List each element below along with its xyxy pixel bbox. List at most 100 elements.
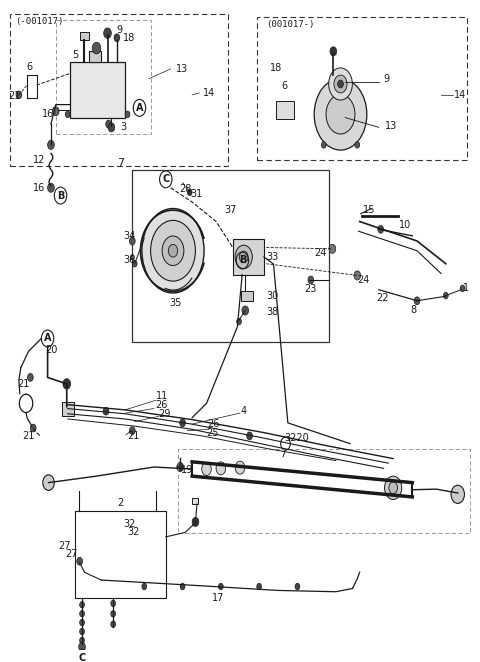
Text: (001017-): (001017-) — [266, 20, 315, 29]
Circle shape — [162, 236, 184, 265]
Text: 9: 9 — [117, 25, 122, 35]
Bar — [10, 14, 228, 166]
Text: 29: 29 — [158, 408, 170, 419]
Circle shape — [235, 461, 245, 474]
Bar — [70, 62, 125, 118]
Text: 7: 7 — [117, 158, 124, 168]
Circle shape — [414, 297, 420, 305]
Circle shape — [237, 318, 241, 325]
Text: 16: 16 — [33, 183, 45, 193]
Circle shape — [330, 47, 336, 56]
Circle shape — [257, 583, 262, 590]
Text: C: C — [162, 174, 169, 184]
Circle shape — [108, 122, 115, 132]
Text: 13: 13 — [384, 121, 397, 131]
Circle shape — [132, 260, 137, 267]
Text: 23: 23 — [305, 284, 317, 294]
Text: 20: 20 — [45, 345, 57, 355]
Text: 6: 6 — [281, 81, 287, 91]
Text: B: B — [57, 191, 64, 201]
Circle shape — [111, 610, 116, 617]
Text: 36: 36 — [124, 256, 136, 265]
Circle shape — [30, 424, 36, 432]
Circle shape — [355, 142, 360, 148]
Circle shape — [106, 120, 111, 128]
Bar — [62, 402, 74, 416]
Text: 10: 10 — [399, 220, 411, 230]
Circle shape — [192, 518, 199, 526]
Bar — [132, 169, 328, 342]
Circle shape — [52, 107, 59, 116]
Text: 14: 14 — [203, 88, 215, 98]
Circle shape — [142, 583, 147, 590]
Circle shape — [130, 427, 135, 434]
Circle shape — [329, 244, 336, 254]
Circle shape — [334, 75, 347, 93]
Text: B: B — [239, 256, 246, 265]
Circle shape — [314, 79, 367, 150]
Circle shape — [65, 111, 70, 118]
Text: 11: 11 — [156, 391, 168, 401]
Circle shape — [48, 140, 54, 150]
Text: 31: 31 — [191, 189, 203, 199]
Bar — [233, 239, 264, 275]
Text: 21: 21 — [22, 431, 35, 441]
Text: 6: 6 — [26, 62, 33, 72]
Circle shape — [80, 602, 84, 608]
Circle shape — [180, 583, 185, 590]
Text: 38: 38 — [266, 307, 279, 318]
Text: 3220: 3220 — [284, 434, 309, 444]
Circle shape — [378, 226, 384, 233]
Circle shape — [80, 638, 84, 643]
Circle shape — [130, 237, 135, 245]
Text: 9: 9 — [383, 74, 389, 84]
Circle shape — [80, 620, 84, 626]
Circle shape — [389, 482, 397, 494]
Text: 37: 37 — [224, 205, 237, 216]
Circle shape — [43, 475, 54, 491]
Circle shape — [451, 485, 465, 503]
Circle shape — [48, 183, 54, 192]
Circle shape — [329, 68, 352, 100]
Text: 3: 3 — [120, 122, 126, 132]
Circle shape — [114, 34, 120, 42]
Circle shape — [79, 642, 85, 651]
Circle shape — [104, 28, 111, 38]
Text: 19: 19 — [181, 465, 193, 475]
Text: 14: 14 — [454, 90, 466, 100]
Text: 8: 8 — [410, 305, 416, 315]
Text: 15: 15 — [363, 205, 375, 215]
Text: 27: 27 — [58, 541, 71, 551]
Circle shape — [242, 306, 249, 315]
Circle shape — [308, 276, 314, 284]
Circle shape — [151, 220, 195, 281]
Circle shape — [111, 621, 116, 628]
Text: 17: 17 — [212, 593, 225, 603]
Circle shape — [177, 463, 183, 471]
Circle shape — [111, 600, 116, 606]
Text: 21: 21 — [128, 431, 140, 441]
Text: (-001017): (-001017) — [15, 17, 63, 26]
Text: 26: 26 — [155, 400, 167, 410]
Text: 16: 16 — [42, 109, 55, 119]
Circle shape — [63, 379, 71, 389]
Circle shape — [125, 111, 130, 118]
Circle shape — [168, 244, 178, 257]
Circle shape — [77, 557, 83, 565]
Text: 2: 2 — [117, 498, 123, 508]
Text: 21: 21 — [17, 379, 30, 389]
Text: 24: 24 — [314, 248, 326, 258]
Bar — [75, 510, 166, 598]
Bar — [178, 449, 470, 534]
Circle shape — [131, 255, 134, 260]
Circle shape — [295, 583, 300, 590]
Text: 12: 12 — [33, 155, 45, 165]
Bar — [56, 20, 152, 134]
Text: 30: 30 — [266, 291, 279, 301]
Text: 28: 28 — [179, 184, 191, 194]
Circle shape — [80, 610, 84, 617]
Text: 4: 4 — [241, 406, 247, 416]
Text: 21: 21 — [8, 91, 20, 101]
Circle shape — [142, 209, 204, 293]
Circle shape — [218, 583, 223, 590]
